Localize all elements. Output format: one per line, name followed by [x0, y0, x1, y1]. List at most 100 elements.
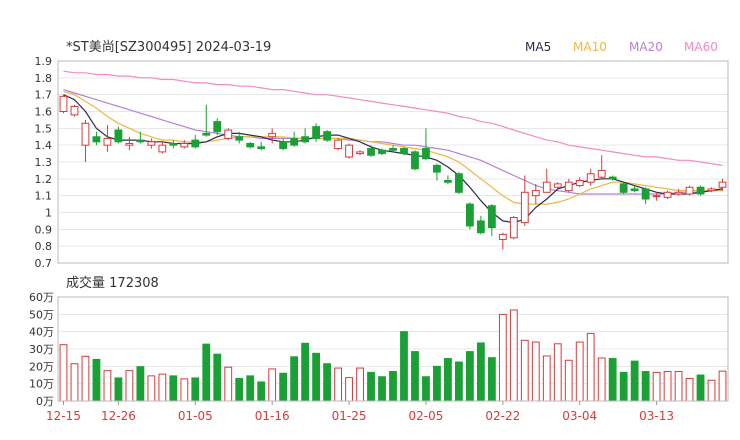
- candle: [465, 202, 474, 230]
- volume-bar-down: [246, 375, 255, 402]
- volume-bar-down: [630, 360, 639, 402]
- x-tick-label: 03-04: [562, 409, 597, 423]
- candle: [235, 131, 244, 144]
- price-tick-label: 0.9: [35, 223, 53, 236]
- legend-ma10: MA10: [573, 40, 607, 54]
- candle: [454, 172, 463, 194]
- candle: [674, 188, 683, 196]
- candle-body-up: [224, 129, 233, 139]
- volume-bar-up: [575, 341, 584, 402]
- volume-tick-label: 0万: [36, 395, 54, 408]
- ma20-line: [63, 89, 723, 195]
- volume-bar-down: [433, 365, 441, 402]
- stock-name: *ST美尚: [66, 40, 115, 55]
- price-tick-label: 1.8: [35, 72, 53, 85]
- candle-body-up: [586, 173, 595, 183]
- candle: [520, 175, 529, 226]
- volume-bar-up: [685, 377, 694, 402]
- volume-bar-up: [663, 371, 672, 402]
- candle-body-up: [356, 151, 364, 155]
- candle: [575, 177, 584, 188]
- candle-body-down: [422, 148, 430, 160]
- volume-bar-up: [180, 378, 189, 402]
- price-grid: 1.9 1.8 1.7 1.6 1.5 1.4 1.3 1.2 1.1 1 0.9 0.8 0.7: [35, 55, 728, 270]
- candle: [180, 140, 189, 149]
- candle: [718, 178, 727, 191]
- candle-body-up: [553, 183, 562, 188]
- candle: [202, 104, 211, 137]
- candle-body-up: [663, 191, 672, 198]
- x-tick-label: 01-05: [178, 409, 213, 423]
- candle-body-down: [169, 142, 178, 146]
- candle-body-down: [378, 149, 386, 155]
- volume-bar-down: [619, 371, 628, 402]
- candle: [290, 131, 299, 147]
- candle: [444, 175, 452, 184]
- volume-label: 成交量: [66, 275, 105, 291]
- candle: [652, 192, 661, 201]
- volume-bar-up: [586, 332, 595, 402]
- candle: [246, 141, 255, 149]
- volume-bar-up: [707, 379, 716, 402]
- candle: [356, 150, 364, 156]
- candle: [509, 215, 518, 240]
- volume-bar-up: [224, 366, 233, 402]
- candle-body-down: [454, 173, 463, 193]
- volume-bar-up: [356, 367, 364, 402]
- volume-bar-down: [301, 342, 310, 402]
- candle-body-down: [433, 164, 441, 173]
- volume-bar-up: [70, 363, 79, 402]
- candle: [586, 168, 595, 186]
- candle: [487, 204, 496, 237]
- candle: [476, 215, 485, 235]
- legend-ma5: MA5: [525, 40, 551, 54]
- volume-bar-up: [268, 368, 277, 402]
- candle-body-down: [465, 203, 474, 227]
- candle-body-down: [487, 205, 496, 229]
- candle: [81, 119, 90, 162]
- candle-body-down: [246, 142, 255, 148]
- candle-body-up: [81, 122, 90, 146]
- volume-bar-down: [213, 353, 222, 402]
- volume-panel-frame: [57, 296, 729, 402]
- candle: [158, 141, 167, 154]
- volume-bar-up: [334, 367, 342, 402]
- candle-body-up: [564, 181, 573, 192]
- candle-body-down: [279, 141, 288, 150]
- volume-bar-up: [158, 373, 167, 402]
- volume-bar-up: [125, 370, 134, 402]
- candle: [400, 146, 408, 156]
- price-panel-frame: [57, 60, 729, 264]
- candle-body-down: [213, 121, 222, 133]
- candle-body-up: [125, 142, 134, 146]
- candle-body-up: [59, 95, 68, 112]
- candle: [367, 145, 375, 157]
- candle: [531, 183, 540, 205]
- candle-body-down: [696, 186, 705, 195]
- volume-bar-up: [597, 357, 606, 402]
- candle-body-down: [400, 148, 408, 155]
- volume-bar-down: [400, 331, 408, 402]
- candle-body-down: [323, 131, 332, 141]
- price-tick-label: 1.2: [35, 173, 53, 186]
- candle-body-up: [542, 181, 551, 193]
- volume-tick-label: 40万: [29, 326, 54, 339]
- volume-tick-label: 10万: [29, 378, 54, 391]
- candle: [433, 163, 441, 181]
- candle-body-up: [718, 181, 727, 188]
- candle: [345, 143, 353, 159]
- volume-bar-down: [454, 361, 463, 402]
- x-tick-label: 12-15: [46, 409, 81, 423]
- volume-bar-up: [520, 339, 529, 402]
- volume-bar-up: [498, 313, 507, 402]
- price-tick-label: 1.1: [35, 190, 53, 203]
- volume-bar-down: [323, 363, 332, 402]
- candle-body-up: [498, 233, 507, 240]
- candle: [224, 128, 233, 141]
- x-tick-label: 12-26: [101, 409, 136, 423]
- candle: [564, 178, 573, 193]
- candle-body-down: [235, 136, 244, 141]
- candle-body-down: [444, 180, 452, 183]
